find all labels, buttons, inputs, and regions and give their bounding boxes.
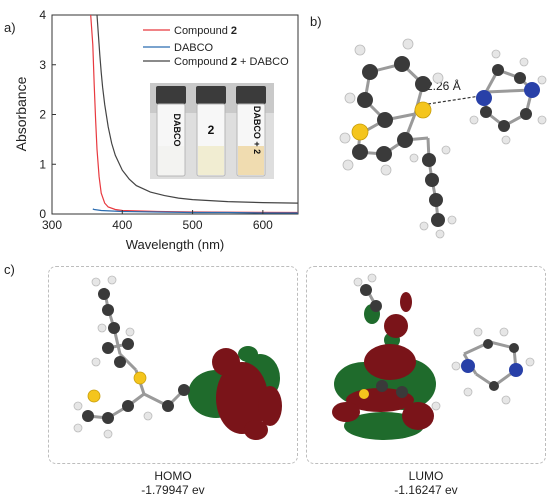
carbon-atoms — [352, 56, 532, 227]
vial-label: DABCO + 2 — [252, 106, 262, 154]
x-tick-label: 500 — [183, 218, 203, 232]
series-line-dabco — [92, 208, 298, 214]
vial-label: 2 — [208, 123, 215, 137]
vial-3: DABCO + 2 — [236, 86, 266, 177]
hydrogen-atoms — [339, 38, 547, 239]
dabco-complex-structure: 2.26 Å — [339, 38, 547, 239]
homo-panel — [48, 266, 298, 464]
y-tick-label: 0 — [39, 207, 46, 221]
panel-label-b: b) — [310, 14, 322, 29]
lumo-orbital-render — [332, 273, 535, 440]
nitrogen-atoms — [476, 82, 540, 106]
interatomic-distance-label: 2.26 Å — [426, 78, 461, 93]
x-tick-label: 300 — [42, 218, 62, 232]
legend-label-compound-2-dabco: Compound 2 + DABCO — [174, 56, 289, 68]
y-tick-label: 4 — [39, 8, 46, 22]
y-tick-label: 1 — [39, 157, 46, 171]
absorbance-chart: 300 400 500 600 0 1 2 3 4 Wavelength (nm) Absorb… — [13, 8, 299, 252]
vial-2: 2 — [196, 86, 226, 177]
legend: Compound 2 DABCO Compound 2 + DABCO — [143, 25, 289, 68]
lumo-caption: LUMO -1.16247 ev — [356, 469, 496, 497]
vial-1: DABCO — [156, 86, 186, 177]
homo-caption: HOMO -1.79947 ev — [103, 469, 243, 497]
series-line-compound-2-dabco — [96, 14, 299, 204]
legend-label-compound-2: Compound 2 — [174, 25, 237, 37]
x-tick-label: 600 — [253, 218, 273, 232]
vial-label: DABCO — [172, 114, 182, 147]
y-tick-label: 2 — [39, 108, 46, 122]
lumo-panel — [306, 266, 546, 464]
homo-name: HOMO — [154, 469, 192, 483]
sulfur-atoms — [351, 101, 432, 141]
lumo-name: LUMO — [408, 469, 444, 483]
homo-energy: -1.79947 ev — [141, 483, 205, 497]
y-axis-label: Absorbance — [13, 76, 29, 151]
panel-label-a: a) — [4, 20, 16, 35]
y-tick-label: 3 — [39, 58, 46, 72]
homo-orbital-render — [73, 275, 282, 440]
vial-photo-inset: DABCO 2 DABCO + 2 — [150, 83, 274, 179]
x-tick-label: 400 — [112, 218, 132, 232]
interaction-dashed-line — [427, 95, 481, 105]
legend-label-dabco: DABCO — [174, 42, 214, 54]
panel-label-c: c) — [4, 262, 15, 277]
x-axis-label: Wavelength (nm) — [126, 237, 225, 252]
lumo-energy: -1.16247 ev — [394, 483, 458, 497]
